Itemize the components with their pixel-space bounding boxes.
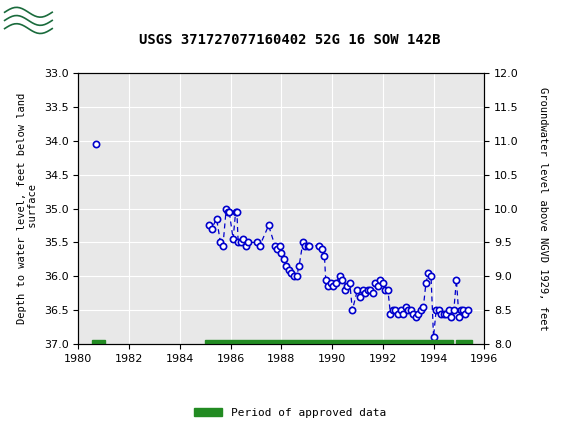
Bar — [205, 340, 452, 344]
Bar — [92, 340, 105, 344]
Text: USGS: USGS — [58, 12, 113, 29]
Y-axis label: Depth to water level, feet below land
 surface: Depth to water level, feet below land su… — [17, 93, 38, 324]
Bar — [3, 4, 55, 37]
Y-axis label: Groundwater level above NGVD 1929, feet: Groundwater level above NGVD 1929, feet — [538, 87, 548, 330]
Text: USGS 371727077160402 52G 16 SOW 142B: USGS 371727077160402 52G 16 SOW 142B — [139, 33, 441, 47]
Bar — [456, 340, 472, 344]
Legend: Period of approved data: Period of approved data — [190, 403, 390, 422]
